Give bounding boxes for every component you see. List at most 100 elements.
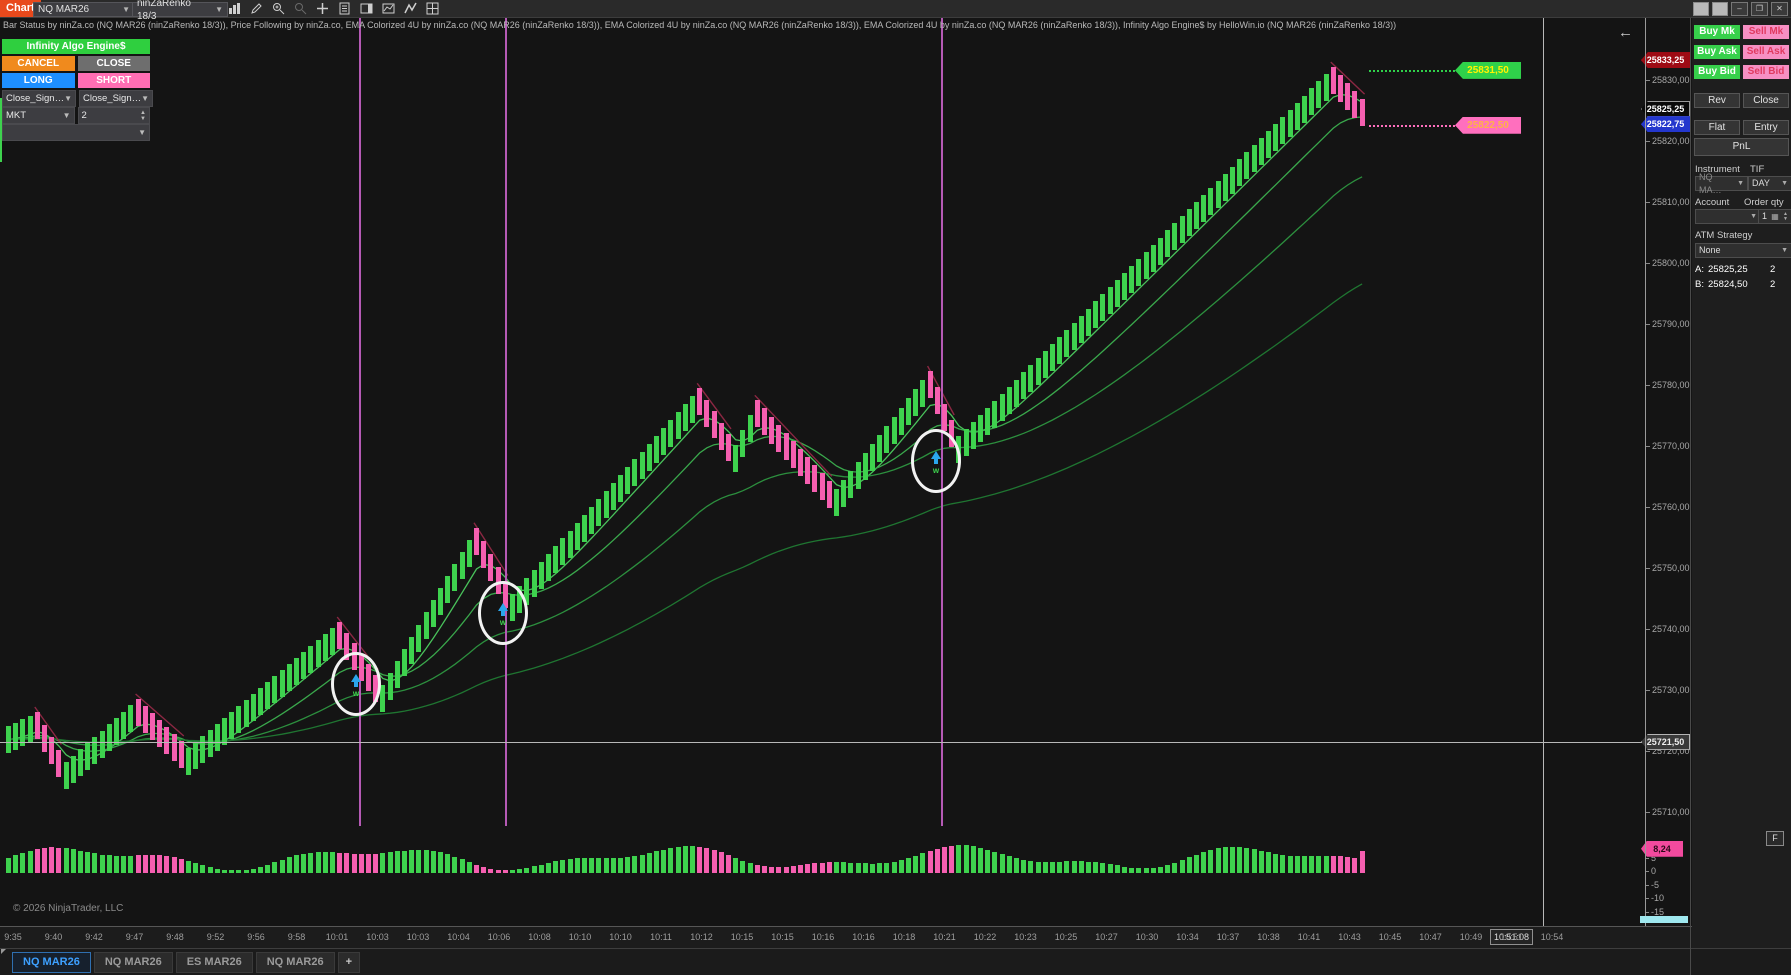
buy-ask-button[interactable]: Buy Ask	[1694, 45, 1740, 59]
histogram-bar	[610, 857, 616, 873]
period-selector[interactable]: ninZaRenko 18/3 ▼	[132, 0, 228, 22]
buy-market-button[interactable]: Buy Mk	[1694, 25, 1740, 39]
close-signal-right-dropdown[interactable]: Close_Sign… ▼	[79, 90, 154, 107]
price-axis-tag: 25833,25	[1641, 52, 1690, 69]
histogram-bar	[1294, 856, 1300, 873]
renko-bar	[114, 717, 119, 745]
price-tick-mark	[1645, 629, 1650, 630]
tif-dropdown[interactable]: DAY ▼	[1748, 176, 1791, 191]
chart-tab-nq-mar26[interactable]: NQ MAR26	[255, 951, 335, 973]
close-button[interactable]: CLOSE	[77, 56, 150, 71]
indicator-tick-label: -15	[1651, 906, 1665, 917]
price-tick-mark	[1645, 202, 1650, 203]
renko-bar	[1057, 336, 1063, 364]
histogram-bar	[531, 866, 537, 873]
indicator-tick-mark	[1645, 898, 1649, 899]
histogram-bar	[524, 868, 530, 873]
histogram-bar	[1287, 855, 1293, 873]
short-button[interactable]: SHORT	[77, 73, 150, 88]
atm-strategy-dropdown[interactable]: None ▼	[1695, 243, 1791, 258]
time-label: 10:18	[892, 932, 916, 942]
extra-dropdown[interactable]: ▼	[2, 124, 150, 141]
account-dropdown[interactable]: ▼	[1695, 209, 1761, 224]
spinner-arrows-icon[interactable]: ▲ ▼	[1783, 210, 1788, 222]
renko-bar	[222, 718, 227, 745]
histogram-bar	[690, 846, 695, 873]
renko-bar	[1309, 88, 1315, 116]
restore-button[interactable]: ❐	[1751, 2, 1768, 16]
ema-line	[8, 283, 1363, 743]
flat-button[interactable]: Flat	[1694, 120, 1740, 135]
histogram-bar	[639, 854, 645, 873]
instrument-dropdown[interactable]: NQ MA… ▼	[1695, 172, 1748, 195]
close-position-button[interactable]: Close	[1743, 93, 1789, 108]
renko-bar	[1266, 131, 1271, 158]
renko-bar	[682, 404, 688, 432]
grid-icon[interactable]	[426, 2, 439, 15]
pnl-display[interactable]: PnL	[1694, 138, 1789, 156]
pencil-icon[interactable]	[250, 2, 263, 15]
crosshair-vertical-line	[1543, 18, 1544, 926]
histogram-bar	[157, 855, 163, 873]
renko-bar	[906, 398, 911, 426]
time-label: 10:21	[933, 932, 956, 942]
instrument-selector[interactable]: NQ MAR26 ▼	[33, 2, 135, 17]
histogram-bar	[150, 855, 155, 873]
time-label: 9:42	[85, 932, 103, 942]
histogram-bar	[200, 864, 206, 873]
renko-bar	[625, 467, 631, 495]
buy-bid-button[interactable]: Buy Bid	[1694, 65, 1740, 79]
time-label: 10:25	[1054, 932, 1078, 942]
bar-chart-icon[interactable]	[228, 2, 241, 15]
reverse-button[interactable]: Rev	[1694, 93, 1740, 108]
time-label: 10:43	[1338, 932, 1361, 942]
long-button[interactable]: LONG	[2, 73, 75, 88]
renko-bar	[1042, 351, 1048, 379]
renko-bar	[834, 489, 839, 517]
tif-label: TIF	[1750, 164, 1765, 175]
add-tab-button[interactable]: +	[337, 951, 360, 973]
close-window-button[interactable]: ✕	[1771, 2, 1788, 16]
zoom-out-icon[interactable]	[294, 2, 307, 15]
renko-bar	[690, 396, 695, 424]
chart-tab-es-mar26[interactable]: ES MAR26	[175, 951, 253, 973]
spinner-arrows-icon[interactable]: ▲ ▼	[140, 109, 146, 122]
region-icon[interactable]	[382, 2, 395, 15]
sell-ask-button[interactable]: Sell Ask	[1743, 45, 1789, 59]
sell-market-button[interactable]: Sell Mk	[1743, 25, 1789, 39]
sell-bid-button[interactable]: Sell Bid	[1743, 65, 1789, 79]
close-signal-left-dropdown[interactable]: Close_Sign… ▼	[2, 90, 77, 107]
indicator-tick-label: -5	[1651, 879, 1660, 890]
renko-bar	[380, 685, 386, 712]
histogram-bar	[848, 862, 854, 873]
renko-bar	[1143, 251, 1149, 279]
plus-icon[interactable]	[316, 2, 329, 15]
order-qty-input[interactable]: 1 ▦ ▲ ▼	[1758, 209, 1791, 224]
zoom-in-icon[interactable]	[272, 2, 285, 15]
chart-tab-nq-mar26[interactable]: NQ MAR26	[12, 951, 91, 973]
zigzag-icon[interactable]	[404, 2, 417, 15]
histogram-bar	[661, 849, 667, 873]
renko-bar	[798, 448, 803, 476]
document-icon[interactable]	[338, 2, 351, 15]
chart-tab-nq-mar26[interactable]: NQ MAR26	[93, 951, 173, 973]
histogram-bar	[1158, 866, 1163, 873]
price-axis-tag: 25825,25	[1641, 100, 1690, 117]
renko-bar	[186, 748, 191, 775]
app-icon	[1693, 2, 1709, 16]
time-axis[interactable]: 10:51:08 9:35 9:40 9:42 9:47 9:48 9:52 9:56 9:5…	[0, 926, 1791, 949]
indicator-fullscreen-button[interactable]: F	[1766, 831, 1784, 846]
chart-canvas[interactable]: w w w 25831,50 25822,50 25830,00 25820,00 25810…	[0, 0, 1691, 948]
order-type-dropdown[interactable]: MKT ▼	[2, 107, 75, 124]
entry-button[interactable]: Entry	[1743, 120, 1789, 135]
collapse-panel-arrow-icon[interactable]: ←	[1618, 24, 1633, 41]
cancel-button[interactable]: CANCEL	[2, 56, 75, 71]
quantity-stepper[interactable]: 2 ▲ ▼	[77, 107, 150, 124]
panel-right-icon[interactable]	[360, 2, 373, 15]
histogram-bar	[366, 853, 371, 873]
histogram-bar	[776, 867, 782, 873]
tab-scroll-icon[interactable]	[1, 949, 6, 954]
minimize-button[interactable]: –	[1731, 2, 1748, 16]
scrollbar-thumb[interactable]	[1640, 916, 1688, 923]
calculator-icon[interactable]: ▦	[1771, 212, 1779, 221]
